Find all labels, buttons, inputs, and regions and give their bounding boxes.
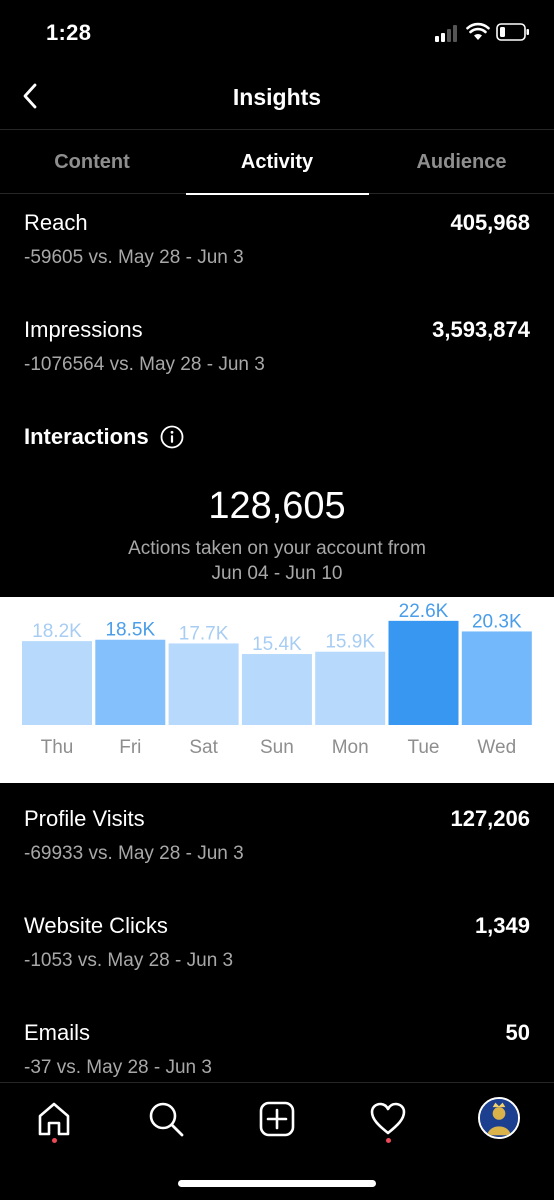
activity-heart-icon xyxy=(370,1102,406,1135)
tab-bar-home[interactable] xyxy=(14,1083,94,1155)
status-bar: 1:28 xyxy=(0,0,554,66)
bar-wed[interactable] xyxy=(461,631,532,725)
status-time: 1:28 xyxy=(46,20,92,45)
bar-value-wed: 20.3K xyxy=(472,611,522,632)
day-label-mon: Mon xyxy=(332,737,369,758)
tab-bar-activity[interactable] xyxy=(348,1083,428,1155)
tab-bar-new-post[interactable] xyxy=(237,1083,317,1155)
emails-value: 50 xyxy=(505,1020,530,1045)
impressions-delta: -1076564 vs. May 28 - Jun 3 xyxy=(24,354,265,375)
bar-value-fri: 18.5K xyxy=(105,620,155,641)
interactions-caption: Actions taken on your account from xyxy=(128,538,426,559)
cellular-signal-icon xyxy=(435,25,459,42)
home-indicator xyxy=(178,1180,376,1187)
reach-label: Reach xyxy=(24,210,88,235)
interactions-heading: Interactions xyxy=(24,424,184,450)
tab-strip: Content Activity Audience xyxy=(0,130,554,195)
interactions-date-range: Jun 04 - Jun 10 xyxy=(211,563,343,584)
website-clicks-value: 1,349 xyxy=(474,913,530,938)
page-title: Insights xyxy=(232,84,322,110)
tab-activity[interactable]: Activity xyxy=(185,130,369,195)
day-label-sun: Sun xyxy=(260,737,294,758)
bar-value-thu: 18.2K xyxy=(32,621,82,642)
info-icon[interactable] xyxy=(160,425,184,449)
home-icon xyxy=(38,1102,70,1136)
new-post-icon xyxy=(259,1101,295,1137)
emails-label: Emails xyxy=(24,1020,91,1045)
profile-visits-delta: -69933 vs. May 28 - Jun 3 xyxy=(24,843,244,864)
chevron-left-icon[interactable] xyxy=(14,79,48,113)
profile-visits-label: Profile Visits xyxy=(24,806,145,831)
tab-content[interactable]: Content xyxy=(54,151,130,173)
day-label-sat: Sat xyxy=(189,737,218,758)
reach-delta: -59605 vs. May 28 - Jun 3 xyxy=(24,247,244,268)
interactions-title: Interactions xyxy=(24,424,149,449)
bar-mon[interactable] xyxy=(315,651,386,725)
profile-avatar[interactable] xyxy=(478,1097,520,1139)
bar-value-sat: 17.7K xyxy=(179,623,229,644)
reach-value: 405,968 xyxy=(450,210,530,235)
battery-low-icon xyxy=(496,23,529,41)
emails-delta: -37 vs. May 28 - Jun 3 xyxy=(24,1057,212,1078)
wifi-icon xyxy=(466,22,490,40)
tab-bar-search[interactable] xyxy=(126,1083,206,1155)
interactions-chart: 18.2K Thu 18.5K Fri 17.7K Sat 15.4K Sun 15.9K Mon… xyxy=(0,597,554,783)
tab-audience[interactable]: Audience xyxy=(416,151,507,173)
impressions-value: 3,593,874 xyxy=(432,317,530,342)
avatar-image xyxy=(480,1099,518,1137)
website-clicks-label: Website Clicks xyxy=(24,913,168,938)
nav-bar: Insights xyxy=(0,66,554,130)
profile-visits-value: 127,206 xyxy=(450,806,530,831)
impressions-label: Impressions xyxy=(24,317,143,342)
bar-thu[interactable] xyxy=(22,641,92,725)
interactions-bar-chart: 18.2K Thu 18.5K Fri 17.7K Sat 15.4K Sun 15.9K Mon… xyxy=(22,601,532,758)
bar-sun[interactable] xyxy=(241,654,312,725)
day-label-wed: Wed xyxy=(477,737,516,758)
day-label-fri: Fri xyxy=(119,737,141,758)
home-notification-dot xyxy=(52,1138,57,1143)
activity-notification-dot xyxy=(386,1138,391,1143)
bar-sat[interactable] xyxy=(168,643,239,725)
bar-value-mon: 15.9K xyxy=(325,632,375,653)
day-label-thu: Thu xyxy=(41,737,74,758)
bar-value-tue: 22.6K xyxy=(399,601,449,622)
interactions-total: 128,605 xyxy=(208,485,346,527)
bar-tue[interactable] xyxy=(388,620,459,725)
website-clicks-delta: -1053 vs. May 28 - Jun 3 xyxy=(24,950,234,971)
day-label-tue: Tue xyxy=(407,737,439,758)
bar-value-sun: 15.4K xyxy=(252,634,302,655)
bar-fri[interactable] xyxy=(95,639,166,725)
search-icon xyxy=(149,1102,184,1137)
